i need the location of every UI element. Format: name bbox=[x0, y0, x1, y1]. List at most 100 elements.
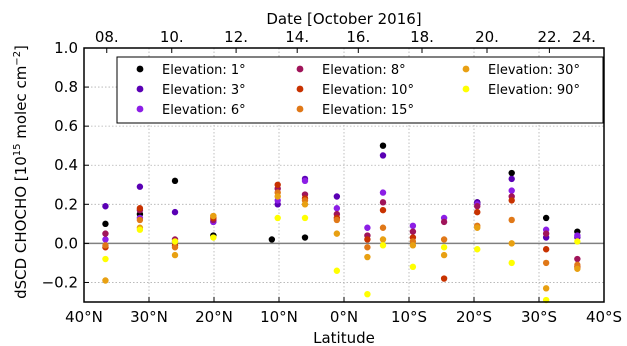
top-tick-label: 12. bbox=[224, 28, 248, 46]
legend-label: Elevation: 10° bbox=[322, 83, 414, 98]
data-point bbox=[364, 236, 371, 243]
data-point bbox=[508, 187, 515, 194]
y-axis-label-exponent: 15 bbox=[12, 144, 23, 157]
data-point bbox=[136, 183, 144, 190]
data-point bbox=[379, 242, 387, 249]
data-point bbox=[364, 290, 371, 298]
data-point bbox=[274, 181, 281, 188]
data-point bbox=[409, 263, 417, 271]
data-point bbox=[508, 175, 515, 183]
legend-marker bbox=[136, 105, 144, 113]
data-point bbox=[102, 242, 109, 249]
data-point bbox=[333, 193, 341, 200]
data-point bbox=[210, 212, 217, 220]
y-axis-ticks: 1.0 0.8 0.6 0.4 0.2 0.0 −0.2 bbox=[42, 39, 89, 291]
legend-marker bbox=[136, 65, 144, 73]
data-point bbox=[171, 177, 179, 185]
data-point bbox=[379, 152, 387, 159]
legend-label: Elevation: 90° bbox=[488, 83, 580, 98]
x-tick-label: 40°S bbox=[586, 308, 622, 326]
data-point bbox=[574, 232, 581, 239]
data-point bbox=[440, 244, 448, 251]
legend-label: Elevation: 30° bbox=[488, 63, 580, 78]
data-point bbox=[474, 246, 481, 253]
data-point bbox=[364, 244, 371, 251]
data-point bbox=[474, 224, 481, 231]
data-point bbox=[508, 240, 515, 247]
data-point bbox=[542, 214, 550, 222]
legend-label: Elevation: 15° bbox=[322, 103, 414, 118]
data-point bbox=[574, 238, 581, 245]
legend-marker bbox=[296, 65, 304, 73]
y-axis-label: dSCD CHOCHO [1015 molec cm−2] bbox=[12, 45, 30, 299]
data-point bbox=[542, 246, 550, 253]
x-tick-label: 30°N bbox=[130, 308, 168, 326]
x-axis-ticks: 40°N 30°N 20°N 10°N 0°N 10°S 20°S 30°S 40°S bbox=[65, 297, 622, 326]
data-point bbox=[274, 193, 281, 200]
data-point bbox=[379, 206, 387, 214]
data-point bbox=[474, 203, 481, 210]
top-tick-label: 22. bbox=[537, 28, 561, 46]
y-axis-label-units: molec cm bbox=[12, 66, 30, 144]
top-tick-label: 16. bbox=[346, 28, 370, 46]
legend-items: Elevation: 1° Elevation: 3° Elevation: 6° E… bbox=[136, 63, 580, 118]
data-point bbox=[440, 251, 448, 259]
data-point bbox=[210, 234, 217, 241]
data-point bbox=[542, 230, 550, 237]
data-point bbox=[440, 236, 448, 243]
data-point bbox=[508, 216, 515, 224]
top-tick-label: 20. bbox=[475, 28, 499, 46]
data-point bbox=[508, 259, 515, 267]
top-tick-label: 18. bbox=[410, 28, 434, 46]
legend-label: Elevation: 3° bbox=[162, 83, 246, 98]
data-point bbox=[379, 142, 387, 149]
data-point bbox=[136, 205, 144, 212]
top-axis-label: Date [October 2016] bbox=[266, 10, 421, 28]
data-point bbox=[508, 169, 515, 177]
data-point bbox=[379, 236, 387, 243]
data-point bbox=[379, 189, 387, 196]
legend: Elevation: 1° Elevation: 3° Elevation: 6° E… bbox=[116, 56, 604, 124]
x-axis-label: Latitude bbox=[313, 329, 375, 346]
top-tick-label: 14. bbox=[285, 28, 309, 46]
data-points bbox=[102, 142, 581, 304]
x-tick-label: 40°N bbox=[65, 308, 103, 326]
y-tick-label: 0.6 bbox=[54, 117, 78, 135]
y-axis-label-end: ] bbox=[12, 45, 30, 51]
data-point bbox=[102, 236, 109, 243]
data-point bbox=[333, 216, 341, 224]
legend-box bbox=[116, 56, 604, 124]
data-point bbox=[379, 199, 387, 206]
data-point bbox=[409, 242, 417, 249]
data-point bbox=[333, 230, 341, 237]
legend-label: Elevation: 1° bbox=[162, 63, 246, 78]
data-point bbox=[379, 224, 387, 231]
x-tick-label: 30°S bbox=[521, 308, 557, 326]
top-tick-label: 08. bbox=[95, 28, 119, 46]
data-point bbox=[508, 197, 515, 204]
data-point bbox=[364, 224, 371, 231]
data-point bbox=[102, 255, 109, 263]
data-point bbox=[301, 177, 309, 185]
y-tick-label: 0.2 bbox=[54, 195, 78, 213]
legend-marker bbox=[462, 85, 470, 93]
data-point bbox=[102, 203, 109, 210]
data-point bbox=[542, 285, 550, 292]
data-point bbox=[136, 216, 144, 224]
data-point bbox=[301, 201, 309, 208]
x-tick-label: 10°S bbox=[391, 308, 427, 326]
data-point bbox=[171, 238, 179, 245]
y-tick-label: 0.8 bbox=[54, 78, 78, 96]
data-point bbox=[171, 208, 179, 216]
data-point bbox=[409, 228, 417, 235]
data-point bbox=[574, 265, 581, 272]
data-point bbox=[440, 275, 448, 282]
x-tick-label: 20°N bbox=[195, 308, 233, 326]
data-point bbox=[333, 267, 341, 274]
data-point bbox=[274, 214, 281, 222]
data-point bbox=[171, 251, 179, 259]
x-tick-label: 20°S bbox=[456, 308, 492, 326]
top-tick-label: 24. bbox=[572, 28, 596, 46]
